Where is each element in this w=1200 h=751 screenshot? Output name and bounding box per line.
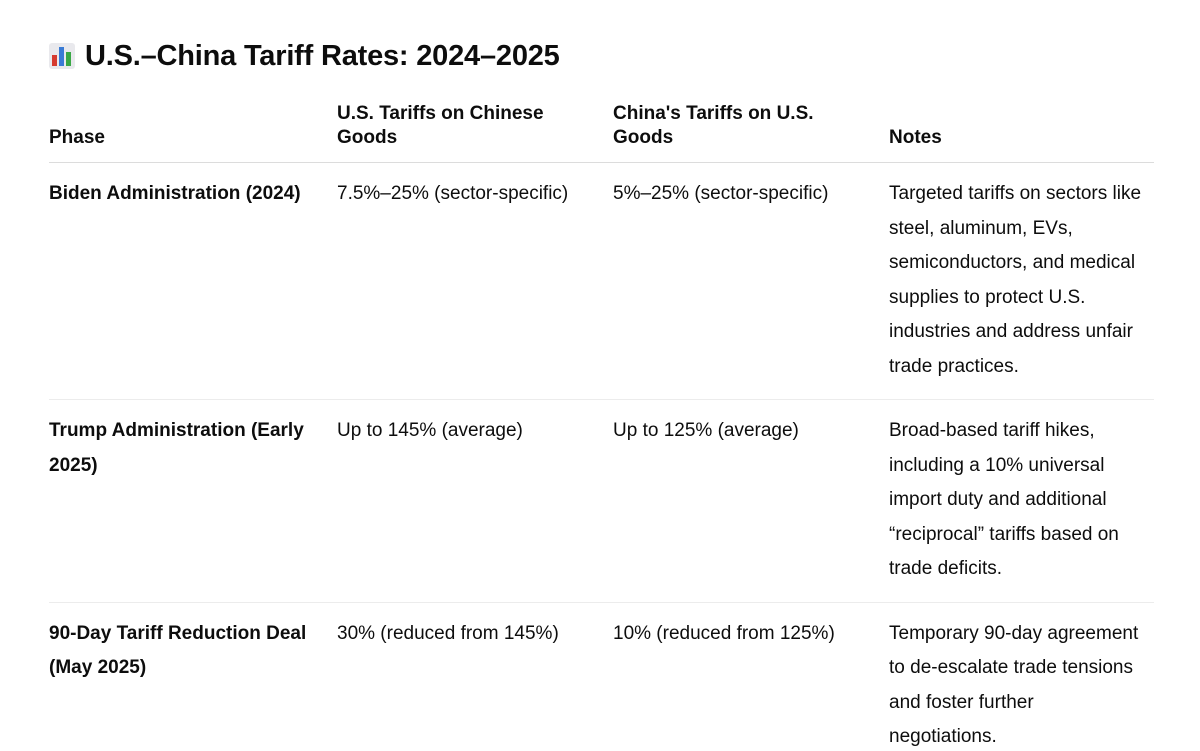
- cell-china-tariff: 5%–25% (sector-specific): [613, 162, 889, 400]
- page-title: U.S.–China Tariff Rates: 2024–2025: [49, 36, 1154, 76]
- table-row: 90-Day Tariff Reduction Deal (May 2025) …: [49, 602, 1154, 751]
- page-title-text: U.S.–China Tariff Rates: 2024–2025: [85, 39, 560, 72]
- table-row: Trump Administration (Early 2025) Up to …: [49, 399, 1154, 603]
- cell-us-tariff: 7.5%–25% (sector-specific): [337, 162, 613, 400]
- header-us-tariffs: U.S. Tariffs on Chinese Goods: [337, 102, 613, 163]
- cell-us-tariff: 30% (reduced from 145%): [337, 622, 559, 644]
- table-header-row: Phase U.S. Tariffs on Chinese Goods Chin…: [49, 102, 1154, 163]
- document: U.S.–China Tariff Rates: 2024–2025 Phase…: [49, 36, 1154, 751]
- cell-phase: Trump Administration (Early 2025): [49, 399, 337, 603]
- bar-chart-icon-bar-green: [66, 52, 71, 66]
- header-phase: Phase: [49, 102, 337, 163]
- cell-notes: Temporary 90-day agreement to de-escalat…: [889, 622, 1139, 748]
- cell-phase: Biden Administration (2024): [49, 162, 337, 400]
- cell-us-tariff: Up to 145% (average): [337, 399, 613, 603]
- table-row: Biden Administration (2024) 7.5%–25% (se…: [49, 162, 1154, 400]
- bar-chart-icon: [49, 43, 75, 69]
- cell-notes: Broad-based tariff hikes, including a 10…: [889, 399, 1154, 603]
- cell-china-tariff: Up to 125% (average): [613, 399, 889, 603]
- header-china-tariffs: China's Tariffs on U.S. Goods: [613, 102, 889, 163]
- header-notes: Notes: [889, 102, 1154, 163]
- tariff-table: Phase U.S. Tariffs on Chinese Goods Chin…: [49, 102, 1154, 751]
- bar-chart-icon-bar-blue: [59, 47, 64, 66]
- cell-china-tariff: 10% (reduced from 125%): [613, 622, 835, 644]
- bar-chart-icon-bar-red: [52, 55, 57, 66]
- cell-notes: Targeted tariffs on sectors like steel, …: [889, 162, 1154, 400]
- cell-phase: 90-Day Tariff Reduction Deal (May 2025): [49, 622, 307, 679]
